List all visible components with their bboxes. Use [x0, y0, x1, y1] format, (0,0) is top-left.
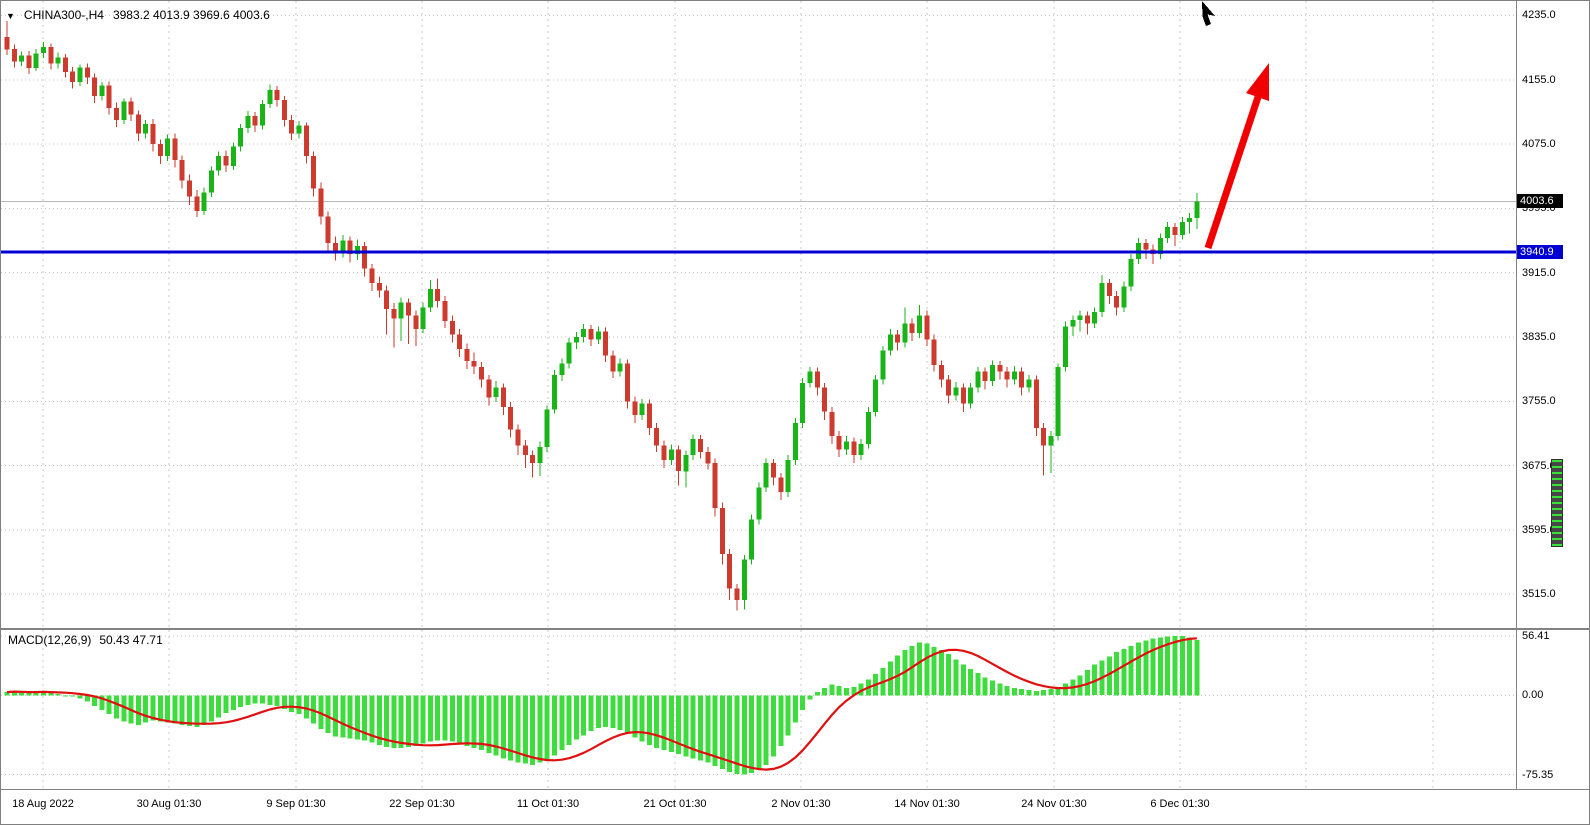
time-axis-label: 14 Nov 01:30 — [894, 798, 960, 810]
macd-chart[interactable] — [1, 630, 1516, 790]
chart-title: ▼ CHINA300-,H4 3983.2 4013.9 3969.6 4003… — [6, 8, 270, 22]
price-grid-vertical — [42, 1, 1434, 628]
line-price-badge: 3940.9 — [1517, 245, 1563, 259]
price-tick-label: 3755.0 — [1522, 395, 1556, 407]
price-tick-label: 4235.0 — [1522, 9, 1556, 21]
ohlc-values-label: 3983.2 4013.9 3969.6 4003.6 — [112, 8, 270, 22]
price-tick-label: 3915.0 — [1522, 267, 1556, 279]
macd-signal-line — [6, 637, 1197, 771]
candles — [4, 21, 1200, 611]
macd-histogram — [4, 635, 1200, 775]
mouse-cursor-icon — [1202, 1, 1215, 26]
time-axis-label: 24 Nov 01:30 — [1021, 798, 1087, 810]
time-axis-label: 11 Oct 01:30 — [516, 798, 580, 810]
macd-values-label: 50.43 47.71 — [99, 633, 163, 647]
macd-tick-label: 56.41 — [1522, 630, 1550, 642]
current-price-badge: 4003.6 — [1517, 194, 1563, 208]
time-axis-label: 18 Aug 2022 — [12, 798, 74, 810]
price-tick-label: 3595.0 — [1522, 524, 1556, 536]
time-axis-divider — [1, 789, 1589, 790]
macd-tick-label: 0.00 — [1522, 689, 1544, 701]
macd-grid-horizontal — [1, 635, 1516, 776]
macd-label: MACD(12,26,9) 50.43 47.71 — [8, 633, 171, 647]
price-tick-label: 3675.0 — [1522, 460, 1556, 472]
trend-arrow[interactable] — [1204, 63, 1269, 250]
symbol-timeframe-label: CHINA300-,H4 — [23, 8, 104, 22]
price-tick-label: 4155.0 — [1522, 74, 1556, 86]
macd-name-label: MACD(12,26,9) — [8, 633, 92, 647]
time-axis-label: 9 Sep 01:30 — [266, 798, 326, 810]
price-tick-label: 3515.0 — [1522, 588, 1556, 600]
price-tick-label: 3835.0 — [1522, 331, 1556, 343]
price-grid-horizontal — [1, 15, 1516, 595]
time-axis-label: 22 Sep 01:30 — [389, 798, 455, 810]
macd-grid-vertical — [42, 630, 1434, 790]
time-axis-label: 6 Dec 01:30 — [1150, 798, 1210, 810]
macd-tick-label: -75.35 — [1522, 769, 1554, 781]
price-chart[interactable] — [1, 1, 1516, 628]
price-axis-separator — [1516, 1, 1517, 789]
price-tick-label: 4075.0 — [1522, 138, 1556, 150]
vertical-scrollbar-thumb[interactable] — [1551, 459, 1563, 547]
time-axis-label: 30 Aug 01:30 — [136, 798, 202, 810]
panel-divider[interactable] — [1, 628, 1589, 630]
time-axis-label: 21 Oct 01:30 — [643, 798, 707, 810]
symbol-dropdown-icon[interactable]: ▼ — [6, 11, 15, 21]
time-axis-label: 2 Nov 01:30 — [771, 798, 831, 810]
